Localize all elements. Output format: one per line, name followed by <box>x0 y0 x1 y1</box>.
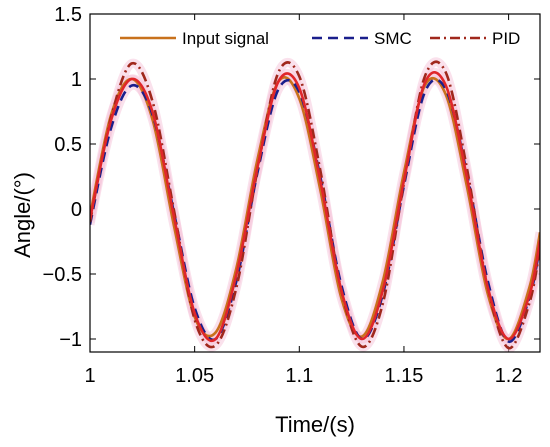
y-tick-label: 1.5 <box>54 4 82 26</box>
x-tick-label: 1.1 <box>285 365 313 387</box>
y-tick-group: −1 −0.5 0 0.5 1 1.5 <box>43 4 540 351</box>
series-line <box>90 76 540 341</box>
y-tick-label: 1 <box>71 69 82 91</box>
y-axis-label: Angle/(°) <box>10 172 35 258</box>
y-tick-label: −1 <box>59 329 82 351</box>
legend-label: Input signal <box>182 29 269 48</box>
legend-label: SMC <box>374 29 412 48</box>
x-tick-label: 1.15 <box>384 365 423 387</box>
legend: Input signal SMC PID <box>120 29 520 48</box>
legend-label: PID <box>492 29 520 48</box>
y-tick-label: 0 <box>71 199 82 221</box>
series-line <box>90 60 540 350</box>
plot-frame <box>89 13 541 353</box>
x-tick-label: 1.05 <box>175 365 214 387</box>
series-line <box>90 71 540 342</box>
y-tick-label: 0.5 <box>54 134 82 156</box>
x-tick-group: 1 1.05 1.1 1.15 1.2 <box>84 14 523 387</box>
x-tick-label: 1 <box>84 365 95 387</box>
x-axis-label: Time/(s) <box>275 412 355 437</box>
x-tick-label: 1.2 <box>495 365 523 387</box>
series-layer <box>90 57 540 352</box>
y-tick-label: −0.5 <box>43 264 82 286</box>
